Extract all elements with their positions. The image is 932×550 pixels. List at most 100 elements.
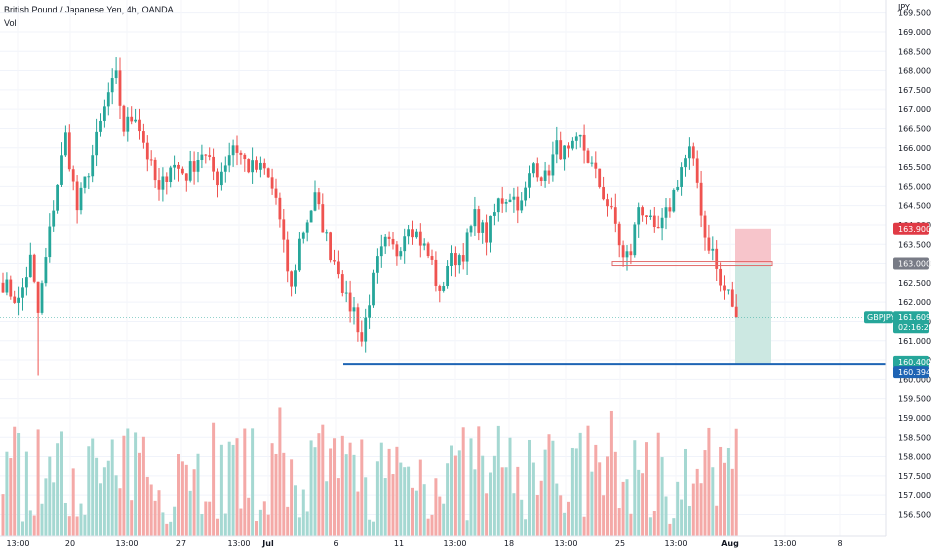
volume-bar <box>274 453 278 536</box>
volume-bar <box>477 426 481 536</box>
candle <box>528 165 531 199</box>
volume-bar <box>122 435 126 536</box>
volume-bar <box>102 467 106 536</box>
candle <box>227 142 231 173</box>
volume-bar <box>28 510 32 536</box>
candle <box>60 142 63 187</box>
time-tick-label: 8 <box>837 539 842 548</box>
time-tick-label: Aug <box>721 539 739 548</box>
candle <box>403 228 407 264</box>
candle <box>360 320 364 347</box>
volume-bar <box>255 521 258 536</box>
take-profit-zone[interactable] <box>735 263 771 364</box>
volume-bar <box>110 439 114 536</box>
candle <box>664 198 668 230</box>
candle <box>543 161 547 188</box>
stop-loss-zone[interactable] <box>735 228 771 264</box>
volume-bar <box>231 444 235 536</box>
volume-bar <box>48 456 52 536</box>
volume-bar <box>664 496 668 536</box>
candle <box>594 151 598 179</box>
svg-text:02:16:28: 02:16:28 <box>898 323 932 332</box>
time-tick-label: 13:00 <box>6 539 29 548</box>
candle <box>169 165 173 188</box>
volume-bar <box>711 467 715 536</box>
volume-bar <box>360 439 364 536</box>
candle <box>106 82 110 116</box>
volume-bar <box>492 455 496 536</box>
volume-bar <box>606 456 609 536</box>
candle <box>473 196 477 236</box>
candle <box>266 167 270 178</box>
volume-bar <box>372 521 375 536</box>
volume-bar <box>305 511 309 536</box>
volume-bar <box>613 451 617 536</box>
candle <box>645 215 648 225</box>
volume-bar <box>67 516 71 536</box>
volume-bar <box>438 496 442 536</box>
volume-bar <box>524 519 528 536</box>
volume-bar <box>695 468 699 536</box>
volume-bar <box>723 462 726 536</box>
volume-bar <box>278 407 282 536</box>
candle <box>348 280 352 323</box>
candles <box>1 57 738 376</box>
volume-bar <box>555 483 559 536</box>
candle <box>442 281 446 293</box>
candle <box>415 228 418 239</box>
candle <box>652 206 656 233</box>
candle <box>126 107 130 142</box>
candle <box>399 247 403 260</box>
volume-bar <box>516 466 520 536</box>
candle <box>28 242 32 278</box>
candle <box>676 179 680 192</box>
candle <box>719 262 722 292</box>
volume-bar <box>177 454 180 536</box>
volume-bar <box>422 484 426 536</box>
currency-label: JPY <box>897 3 910 12</box>
volume-bar <box>114 475 118 536</box>
volume-bar <box>504 467 508 536</box>
time-tick-label: 13:00 <box>115 539 138 548</box>
volume-bar <box>469 438 473 536</box>
volume-bar <box>621 481 625 536</box>
candle <box>130 106 134 125</box>
volume-bar <box>625 479 629 536</box>
price-tick-label: 159.000 <box>898 414 931 423</box>
volume-bar <box>344 454 348 536</box>
svg-text:163.000: 163.000 <box>898 260 931 269</box>
volume-bar <box>243 428 247 536</box>
price-tick-label: 166.500 <box>898 124 931 133</box>
volume-bar <box>63 502 67 536</box>
candle <box>278 192 282 228</box>
volume-bar <box>184 464 188 536</box>
volume-bar <box>356 491 360 536</box>
volume-bar <box>684 448 687 536</box>
candle <box>364 308 368 353</box>
volume-bar <box>44 478 48 536</box>
price-tick-label: 169.500 <box>898 9 931 18</box>
candle <box>411 220 414 245</box>
candle <box>559 131 563 160</box>
candle <box>637 202 641 238</box>
candle <box>165 172 169 195</box>
candle <box>734 294 738 318</box>
candle <box>138 108 141 140</box>
candle <box>142 123 145 149</box>
candle <box>231 139 235 167</box>
price-tick-label: 156.500 <box>898 510 931 519</box>
resistance-box[interactable] <box>611 261 773 267</box>
volume-bar <box>173 506 177 536</box>
price-tick-label: 165.000 <box>898 182 931 191</box>
candle <box>688 137 691 170</box>
candle <box>395 241 399 266</box>
volume-bar <box>703 450 707 536</box>
price-tick-label: 160.000 <box>898 375 931 384</box>
candle <box>103 99 106 128</box>
candle <box>298 232 301 272</box>
volume-bar <box>574 448 578 536</box>
volume-bar <box>496 425 500 536</box>
time-tick-label: Jul <box>261 539 274 548</box>
